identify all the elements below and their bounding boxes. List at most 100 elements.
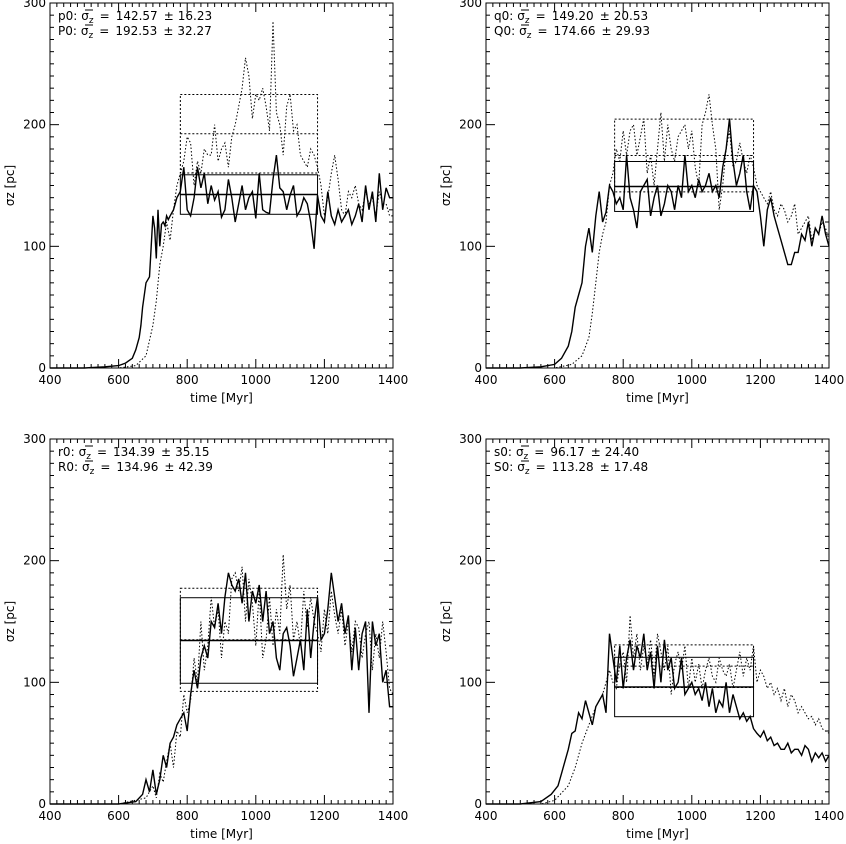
series-line-dotted xyxy=(486,94,830,369)
annotation-line: P0: σz = 192.53 ±32.27 xyxy=(58,24,212,41)
y-tick-label: 100 xyxy=(23,675,46,689)
x-axis-label: time [Myr] xyxy=(626,827,689,841)
x-tick-label: 600 xyxy=(107,373,130,387)
series-line-dotted xyxy=(50,554,394,805)
y-tick-label: 200 xyxy=(459,118,482,132)
equals-sign: = xyxy=(97,445,107,459)
series-line-solid xyxy=(50,155,393,369)
x-tick-label: 400 xyxy=(475,373,498,387)
x-axis-label: time [Myr] xyxy=(190,827,253,841)
y-tick-label: 200 xyxy=(23,118,46,132)
sigma-subscript: z xyxy=(524,452,529,462)
annotation-label: S0: xyxy=(494,460,513,474)
sigma-symbol: σ xyxy=(519,24,527,38)
panel-p0: 400 600 800 1000 1200 1400 0 100 200 300 time [Myr… xyxy=(3,0,408,405)
sigma-symbol: σ xyxy=(82,460,90,474)
x-tick-label: 600 xyxy=(543,809,566,823)
y-tick-label: 300 xyxy=(23,0,46,10)
sigma-symbol: σ xyxy=(81,24,89,38)
annotation-mean: 96.17 xyxy=(550,445,584,459)
y-tick-label: 0 xyxy=(38,797,46,811)
y-tick-label: 0 xyxy=(474,361,482,375)
x-tick-label: 800 xyxy=(176,809,199,823)
x-tick-label: 1400 xyxy=(814,373,845,387)
x-tick-label: 400 xyxy=(475,809,498,823)
series-line-solid xyxy=(486,633,830,805)
sigma-symbol: σ xyxy=(517,9,525,23)
x-tick-label: 1400 xyxy=(814,809,845,823)
equals-sign: = xyxy=(100,460,110,474)
equals-sign: = xyxy=(536,460,546,474)
y-tick-label: 200 xyxy=(459,554,482,568)
x-tick-label: 1400 xyxy=(378,373,409,387)
annotation-line: s0: σz = 96.17 ±24.40 xyxy=(494,445,639,462)
x-tick-label: 1400 xyxy=(378,809,409,823)
annotation-line: R0: σz = 134.96 ±42.39 xyxy=(58,460,213,477)
equals-sign: = xyxy=(99,24,109,38)
x-tick-label: 1200 xyxy=(309,373,340,387)
y-axis-label: σz [pc] xyxy=(3,165,17,206)
sigma-subscript: z xyxy=(86,452,91,462)
sigma-subscript: z xyxy=(90,467,95,477)
annotation-line: r0: σz = 134.39 ±35.15 xyxy=(58,445,209,462)
annotation-mean: 192.53 xyxy=(115,24,157,38)
annotation-err: 42.39 xyxy=(178,460,212,474)
annotation-mean: 134.96 xyxy=(116,460,158,474)
annotation-label: Q0: xyxy=(494,24,515,38)
plus-minus-sign: ± xyxy=(600,460,610,474)
x-tick-label: 400 xyxy=(39,809,62,823)
annotation-label: R0: xyxy=(58,460,78,474)
sigma-symbol: σ xyxy=(516,445,524,459)
sigma-symbol: σ xyxy=(81,9,89,23)
annotation-mean: 113.28 xyxy=(552,460,594,474)
panel-q0: 400 600 800 1000 1200 1400 0 100 200 300 time [Myr… xyxy=(439,0,844,405)
panel-r0: 400 600 800 1000 1200 1400 0 100 200 300 time [Myr… xyxy=(3,432,408,841)
sigma-symbol: σ xyxy=(79,445,87,459)
annotation-mean: 142.57 xyxy=(116,9,158,23)
equals-sign: = xyxy=(536,9,546,23)
x-tick-label: 600 xyxy=(107,809,130,823)
sigma-subscript: z xyxy=(89,31,94,41)
annotation-err: 32.27 xyxy=(177,24,211,38)
equals-sign: = xyxy=(100,9,110,23)
series-line-dotted xyxy=(486,615,830,805)
x-tick-label: 800 xyxy=(176,373,199,387)
annotation-mean: 149.20 xyxy=(552,9,594,23)
x-tick-label: 1000 xyxy=(677,373,708,387)
series-line-dotted xyxy=(50,21,393,369)
x-tick-label: 600 xyxy=(543,373,566,387)
x-tick-label: 1000 xyxy=(677,809,708,823)
annotation-label: r0: xyxy=(58,445,75,459)
x-tick-label: 1200 xyxy=(745,373,776,387)
y-tick-label: 300 xyxy=(459,0,482,10)
x-tick-label: 400 xyxy=(39,373,62,387)
plus-minus-sign: ± xyxy=(600,9,610,23)
y-tick-label: 0 xyxy=(38,361,46,375)
annotation-err: 20.53 xyxy=(614,9,648,23)
annotation-err: 35.15 xyxy=(175,445,209,459)
sigma-symbol: σ xyxy=(517,460,525,474)
y-tick-label: 100 xyxy=(23,239,46,253)
sigma-subscript: z xyxy=(525,467,530,477)
sigma-box-dotted xyxy=(614,118,755,193)
annotation-err: 29.93 xyxy=(616,24,650,38)
x-axis-label: time [Myr] xyxy=(626,391,689,405)
x-tick-label: 800 xyxy=(612,809,635,823)
y-tick-label: 100 xyxy=(459,239,482,253)
sigma-subscript: z xyxy=(527,31,532,41)
plus-minus-sign: ± xyxy=(591,445,601,459)
annotation-line: q0: σz = 149.20 ±20.53 xyxy=(494,9,648,26)
annotation-line: Q0: σz = 174.66 ±29.93 xyxy=(494,24,650,41)
plot-frame xyxy=(49,438,394,805)
sigma-subscript: z xyxy=(525,16,530,26)
annotation-mean: 174.66 xyxy=(554,24,596,38)
annotation-label: P0: xyxy=(58,24,77,38)
plot-frame xyxy=(485,438,830,805)
x-tick-label: 1000 xyxy=(241,809,272,823)
plus-minus-sign: ± xyxy=(164,460,174,474)
sigma-subscript: z xyxy=(89,16,94,26)
x-axis-label: time [Myr] xyxy=(190,391,253,405)
y-tick-label: 0 xyxy=(474,797,482,811)
x-tick-label: 1000 xyxy=(241,373,272,387)
